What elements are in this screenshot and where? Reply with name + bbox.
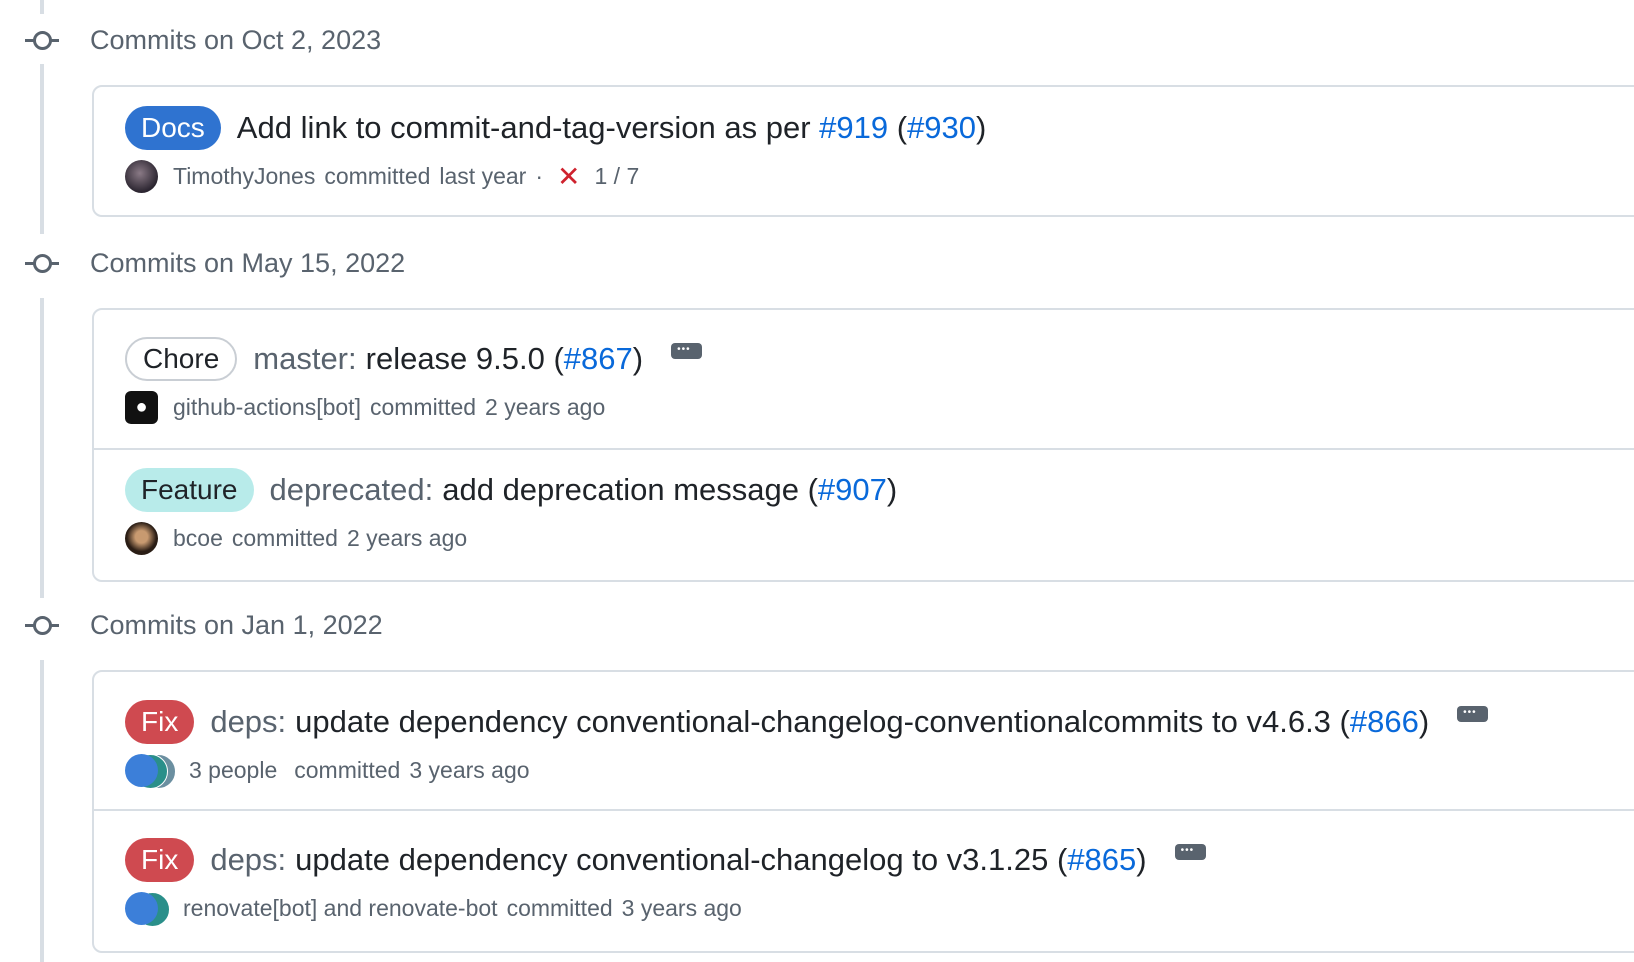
commit-time: 2 years ago <box>346 525 468 551</box>
pr-link[interactable]: #930 <box>907 110 977 145</box>
commit-time: 3 years ago <box>621 895 742 921</box>
ellipsis-button[interactable] <box>1457 706 1489 722</box>
date-header: Commits on Jan 1, 2022 <box>0 605 383 645</box>
commit-scope: deps: <box>210 704 287 739</box>
avatar-stack[interactable] <box>125 754 176 789</box>
pr-link[interactable]: #907 <box>817 472 887 507</box>
pr-link[interactable]: #867 <box>563 341 633 376</box>
commit-message[interactable]: update dependency conventional-changelog… <box>295 842 1147 877</box>
date-label: Commits on Jan 1, 2022 <box>90 609 383 640</box>
commit-list: Fix deps: update dependency conventional… <box>92 670 1634 953</box>
pr-link[interactable]: #865 <box>1067 842 1137 877</box>
ellipsis-button[interactable] <box>671 343 703 359</box>
action-text: committed <box>369 394 477 420</box>
commit-type-badge: Fix <box>125 838 195 882</box>
commit-time: 3 years ago <box>409 757 530 783</box>
commit-list: Chore master: release 9.5.0 (#867) ● git… <box>92 308 1634 582</box>
authors-link[interactable]: 3 people <box>189 757 278 783</box>
commit-list: Docs Add link to commit-and-tag-version … <box>92 85 1634 217</box>
x-icon[interactable]: ✕ <box>557 161 581 192</box>
commit-time: 2 years ago <box>485 394 606 420</box>
git-commit-icon <box>25 615 59 635</box>
commit-type-badge: Docs <box>125 106 221 150</box>
date-label: Commits on Oct 2, 2023 <box>90 24 382 55</box>
issue-link[interactable]: #919 <box>819 110 889 145</box>
ellipsis-button[interactable] <box>1174 844 1206 860</box>
timeline-line <box>40 298 44 598</box>
commit-scope: deps: <box>210 842 287 877</box>
commit-row: Fix deps: update dependency conventional… <box>94 809 1634 949</box>
author-link[interactable]: TimothyJones <box>173 163 316 189</box>
github-logo-icon[interactable]: ● <box>125 391 158 424</box>
action-text: committed <box>231 525 338 551</box>
avatar-stack[interactable] <box>125 892 170 927</box>
commit-scope: master: <box>253 341 357 376</box>
pr-link[interactable]: #866 <box>1349 704 1419 739</box>
action-text: committed <box>324 163 431 189</box>
commit-type-badge: Feature <box>125 468 254 512</box>
commit-message[interactable]: Add link to commit-and-tag-version as pe… <box>236 110 987 145</box>
authors-link[interactable]: renovate[bot] and renovate-bot <box>183 895 498 921</box>
commit-type-badge: Fix <box>125 700 195 744</box>
action-text: committed <box>506 895 613 921</box>
commit-row: Fix deps: update dependency conventional… <box>94 672 1634 809</box>
avatar[interactable] <box>125 522 158 555</box>
avatar[interactable] <box>125 160 158 193</box>
action-text: committed <box>294 757 401 783</box>
commit-type-badge: Chore <box>125 337 238 381</box>
date-label: Commits on May 15, 2022 <box>90 247 406 278</box>
commit-row: Docs Add link to commit-and-tag-version … <box>94 87 1634 215</box>
author-link[interactable]: github-actions[bot] <box>173 394 361 420</box>
commit-row: Chore master: release 9.5.0 (#867) ● git… <box>94 310 1634 448</box>
commit-time: last year <box>439 163 527 189</box>
git-commit-icon <box>25 30 59 50</box>
renovate-avatar <box>125 754 158 787</box>
check-status-count[interactable]: 1 / 7 <box>594 163 640 189</box>
timeline-line <box>40 64 44 234</box>
commit-scope: deprecated: <box>269 472 434 507</box>
commit-message[interactable]: release 9.5.0 (#867) <box>365 341 644 376</box>
timeline-line <box>40 660 44 962</box>
timeline-line <box>40 0 44 14</box>
separator: · <box>535 163 544 189</box>
git-commit-icon <box>25 253 59 273</box>
commit-message[interactable]: update dependency conventional-changelog… <box>295 704 1430 739</box>
commit-message[interactable]: add deprecation message (#907) <box>442 472 898 507</box>
commit-row: Feature deprecated: add deprecation mess… <box>94 448 1634 578</box>
author-link[interactable]: bcoe <box>173 525 223 551</box>
date-header: Commits on Oct 2, 2023 <box>0 20 381 60</box>
renovate-avatar <box>125 892 158 925</box>
date-header: Commits on May 15, 2022 <box>0 243 405 283</box>
